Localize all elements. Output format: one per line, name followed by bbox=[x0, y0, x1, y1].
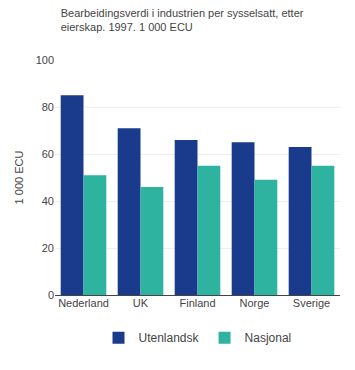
svg-text:UK: UK bbox=[133, 297, 149, 309]
svg-text:Sverige: Sverige bbox=[293, 297, 330, 309]
svg-text:Utenlandsk: Utenlandsk bbox=[139, 331, 200, 345]
svg-text:Norge: Norge bbox=[240, 297, 270, 309]
svg-text:Finland: Finland bbox=[179, 297, 215, 309]
svg-text:100: 100 bbox=[36, 54, 54, 66]
svg-text:0: 0 bbox=[48, 289, 54, 301]
svg-text:80: 80 bbox=[42, 101, 54, 113]
svg-text:20: 20 bbox=[42, 242, 54, 254]
svg-text:Bearbeidingsverdi i industrien: Bearbeidingsverdi i industrien per sysse… bbox=[61, 7, 304, 33]
svg-text:Nederland: Nederland bbox=[58, 297, 109, 309]
svg-text:Nasjonal: Nasjonal bbox=[245, 331, 292, 345]
svg-text:40: 40 bbox=[42, 195, 54, 207]
svg-text:60: 60 bbox=[42, 148, 54, 160]
svg-text:1 000 ECU: 1 000 ECU bbox=[13, 151, 25, 205]
